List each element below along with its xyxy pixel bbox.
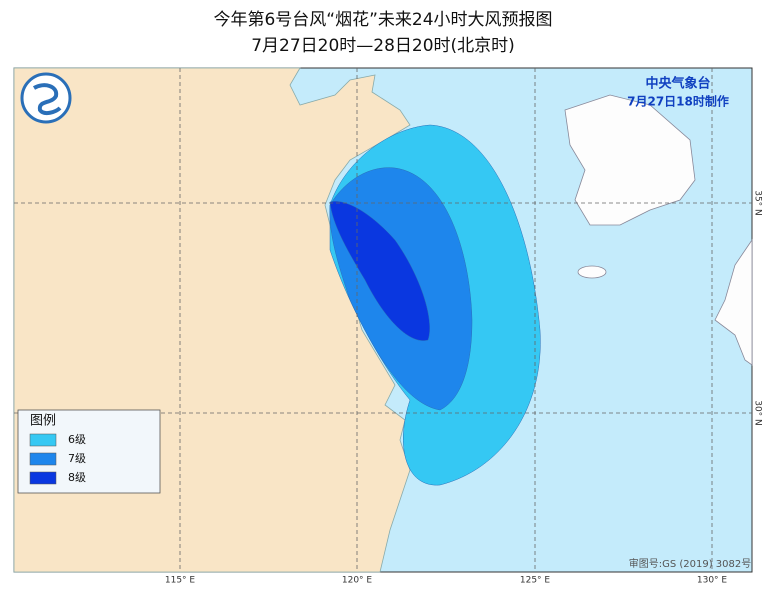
logo-mark	[32, 83, 62, 116]
issue-time: 7月27日18时制作	[627, 94, 729, 109]
legend-swatch	[29, 433, 57, 447]
longitude-label: 125° E	[520, 576, 551, 586]
logo	[20, 72, 72, 124]
island	[577, 265, 607, 279]
agency-name: 中央气象台	[645, 76, 710, 92]
korea	[564, 94, 696, 226]
longitude-label: 120° E	[342, 576, 373, 586]
legend-label: 8级	[68, 471, 86, 484]
map-area: 中央气象台 7月27日18时制作 图例 审图号:GS (2019) 3082号	[13, 67, 753, 573]
longitude-label: 115° E	[165, 576, 196, 586]
wind-zone	[329, 201, 430, 341]
wind-zones	[329, 124, 541, 486]
legend-title: 图例	[30, 414, 56, 429]
japan	[714, 238, 753, 366]
latitude-label: 30° N	[753, 400, 763, 426]
longitude-label: 130° E	[697, 576, 728, 586]
subtitle: 7月27日20时—28日20时(北京时)	[251, 36, 515, 56]
mainland	[13, 67, 411, 573]
legend-swatch	[29, 452, 57, 466]
map-number: 审图号:GS (2019) 3082号	[629, 557, 752, 570]
legend-label: 7级	[68, 452, 86, 465]
legend-swatch	[29, 471, 57, 485]
legend-label: 6级	[68, 433, 86, 446]
title: 今年第6号台风“烟花”未来24小时大风预报图	[213, 10, 552, 30]
latitude-label: 35° N	[753, 190, 763, 216]
